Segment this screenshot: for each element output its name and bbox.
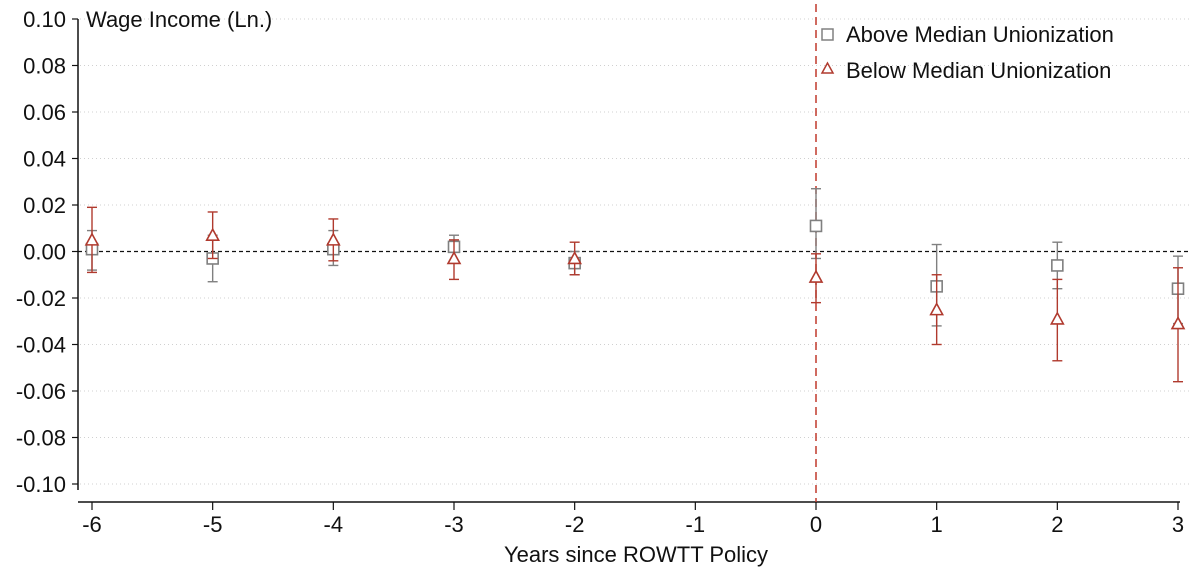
y-tick-label-0-02: -0.02 xyxy=(16,286,66,311)
y-axis-title: Wage Income (Ln.) xyxy=(86,7,272,32)
grid-layer xyxy=(80,18,1190,485)
x-tick-label-2: -2 xyxy=(565,512,585,537)
point-below-median-x6 xyxy=(84,232,100,246)
y-tick-label-0-10: -0.10 xyxy=(16,472,66,497)
x-tick-label-3: 3 xyxy=(1172,512,1184,537)
point-below-median-x1 xyxy=(929,301,945,316)
y-tick-label-0-10: 0.10 xyxy=(23,7,66,32)
point-below-median-x2 xyxy=(1049,311,1065,325)
point-above-median-x2 xyxy=(1051,259,1064,272)
point-below-median-x5 xyxy=(205,227,221,242)
x-tick-label-3: -3 xyxy=(444,512,464,537)
x-tick-label-5: -5 xyxy=(203,512,223,537)
legend-marker-below-median-triangle xyxy=(820,61,835,74)
ticks-layer: 0.10 0.08 0.06 0.04 0.02 0.00 -0.02 -0.04 -0.06 -… xyxy=(16,7,1184,537)
x-tick-label-1: 1 xyxy=(931,512,943,537)
point-below-median-x3 xyxy=(446,250,462,265)
x-axis-title: Years since ROWTT Policy xyxy=(504,542,768,567)
series-above-median xyxy=(85,188,1185,327)
y-tick-label-0-04: 0.04 xyxy=(23,147,66,172)
x-tick-label-1: -1 xyxy=(686,512,706,537)
y-tick-label-0-04: -0.04 xyxy=(16,333,66,358)
y-tick-label-0-06: -0.06 xyxy=(16,379,66,404)
series-below-median xyxy=(84,206,1186,383)
point-above-median-x0 xyxy=(809,219,823,233)
x-tick-label-2: 2 xyxy=(1051,512,1063,537)
x-tick-label-0: 0 xyxy=(810,512,822,537)
axes-layer xyxy=(77,19,1180,503)
legend-label-below-median: Below Median Unionization xyxy=(846,58,1111,83)
point-below-median-x4 xyxy=(325,232,341,246)
point-below-median-x3 xyxy=(1170,315,1186,330)
y-tick-label-0-08: 0.08 xyxy=(23,54,66,79)
y-tick-label-0-08: -0.08 xyxy=(16,426,66,451)
y-tick-label-0-06: 0.06 xyxy=(23,100,66,125)
legend: Above Median Unionization Below Median U… xyxy=(820,22,1114,83)
legend-marker-above-median-square xyxy=(821,28,834,41)
point-below-median-x2 xyxy=(567,250,583,265)
legend-label-above-median: Above Median Unionization xyxy=(846,22,1114,47)
y-tick-label-0-02: 0.02 xyxy=(23,193,66,218)
series-layer xyxy=(84,188,1186,383)
x-tick-label-6: -6 xyxy=(82,512,102,537)
point-below-median-x0 xyxy=(808,269,824,283)
x-tick-label-4: -4 xyxy=(324,512,344,537)
y-tick-label-0-00: 0.00 xyxy=(23,240,66,265)
